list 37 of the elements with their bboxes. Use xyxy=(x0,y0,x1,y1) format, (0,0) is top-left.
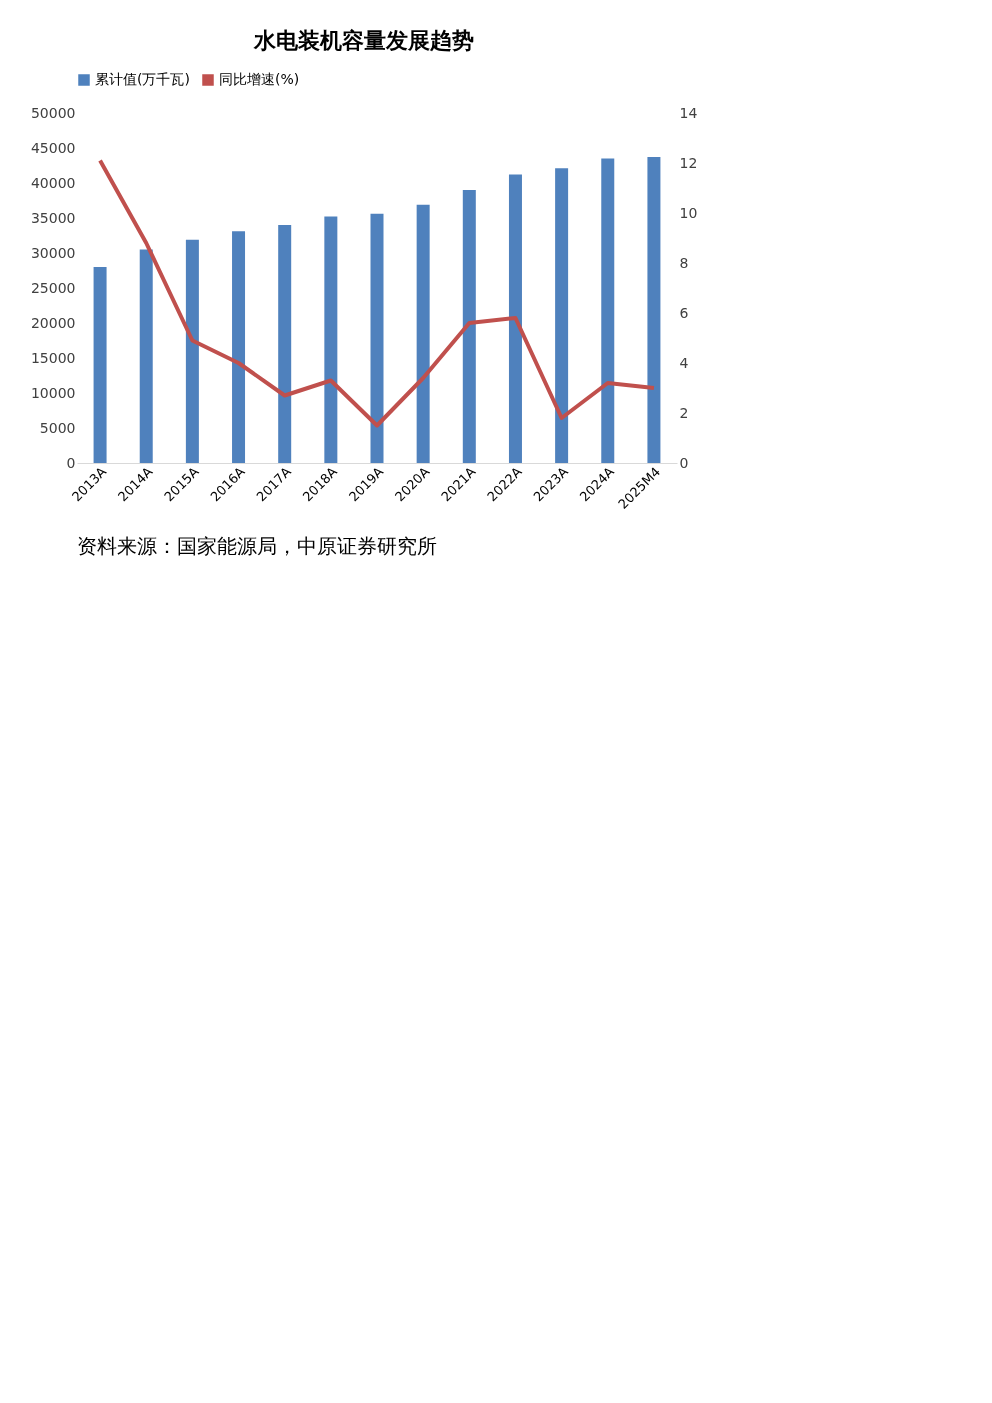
bar xyxy=(185,239,199,463)
bar xyxy=(462,190,476,463)
y-tick-label: 35000 xyxy=(30,209,76,226)
bar xyxy=(508,174,522,463)
y-tick-label: 30000 xyxy=(30,244,76,261)
line-series xyxy=(98,158,656,428)
y2-tick-label: 10 xyxy=(679,204,698,221)
bar xyxy=(139,249,153,463)
bar xyxy=(278,225,292,463)
y-tick-label: 15000 xyxy=(30,349,76,366)
chart-title: 水电装机容量发展趋势 xyxy=(252,28,474,53)
y-tick-label: 0 xyxy=(66,454,76,471)
y-tick-label: 45000 xyxy=(30,139,76,156)
y-tick-label: 5000 xyxy=(39,419,76,436)
bar xyxy=(416,204,430,463)
text: 资料来源：国家能源局，中原证券研究所 xyxy=(77,534,437,558)
y2-tick-label: 14 xyxy=(679,104,698,121)
bar xyxy=(601,158,615,463)
y2-tick-label: 0 xyxy=(679,454,689,471)
y-tick-label: 20000 xyxy=(30,314,76,331)
bar xyxy=(324,216,338,463)
y2-tick-label: 6 xyxy=(679,304,689,321)
legend-label: 累计值(万千瓦) xyxy=(95,71,190,87)
bar xyxy=(555,168,569,463)
y2-tick-label: 4 xyxy=(679,354,689,371)
y-tick-label: 40000 xyxy=(30,174,76,191)
y2-tick-label: 12 xyxy=(679,154,698,171)
y-tick-label: 50000 xyxy=(30,104,76,121)
y-tick-label: 25000 xyxy=(30,279,76,296)
y2-tick-label: 8 xyxy=(679,254,689,271)
y2-tick-label: 2 xyxy=(679,404,689,421)
bar xyxy=(370,213,384,463)
bar xyxy=(93,267,107,463)
legend-label: 同比增速(%) xyxy=(219,71,300,87)
bar xyxy=(647,157,661,463)
y-tick-label: 10000 xyxy=(30,384,76,401)
bar xyxy=(232,231,246,463)
